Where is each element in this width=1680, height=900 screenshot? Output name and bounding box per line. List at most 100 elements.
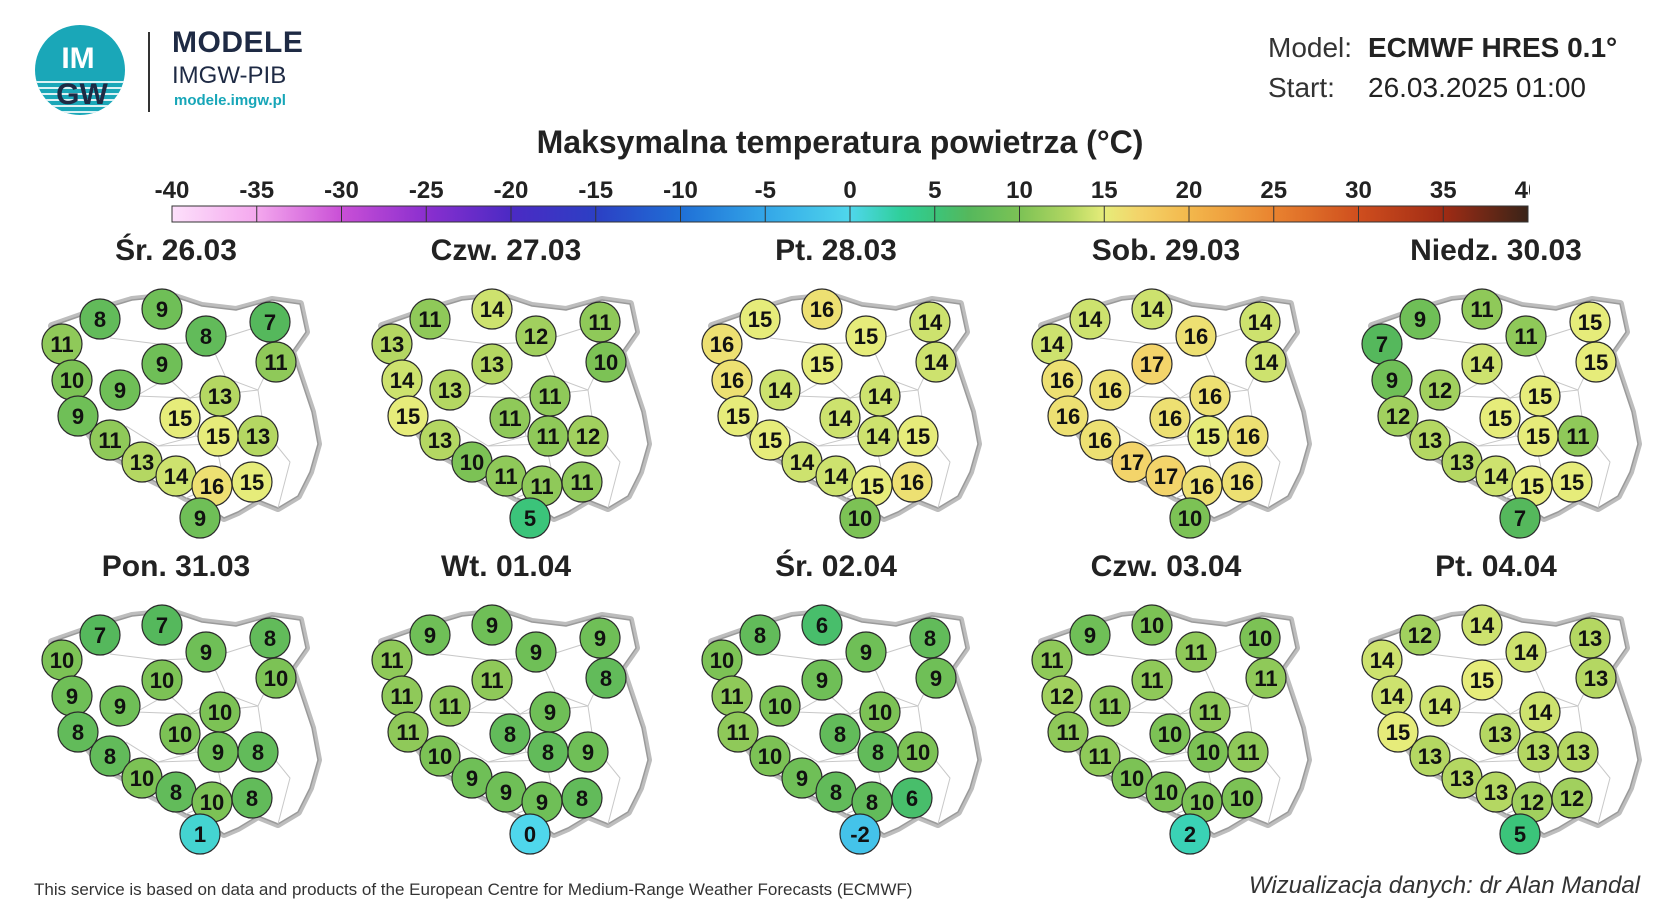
station-circle	[759, 369, 801, 411]
station-marker: 11	[485, 455, 527, 497]
station-marker: 11	[717, 711, 759, 753]
station-marker: 14	[815, 455, 857, 497]
station-marker: 13	[121, 441, 163, 483]
colorbar-tick-label: -15	[578, 177, 613, 204]
region-border	[545, 745, 621, 825]
station-marker: 10	[749, 735, 791, 777]
station-value: 15	[1560, 470, 1584, 495]
panel-date-title: Pon. 31.03	[102, 550, 250, 583]
station-value: 7	[1514, 506, 1526, 531]
country-shadow	[1038, 292, 1312, 522]
station-circle	[185, 631, 227, 673]
region-border	[1529, 643, 1597, 707]
station-circle	[451, 757, 493, 799]
colorbar: -40 -35 -30 -25 -20 -15 -10 -5 0 5 10 15 20 25 30 35 40	[155, 177, 1530, 223]
station-marker: 15	[1461, 659, 1503, 701]
region-border	[1477, 443, 1545, 499]
station-value: 14	[1528, 700, 1553, 725]
region-border	[1445, 395, 1517, 447]
station-value: 13	[438, 378, 462, 403]
station-value: 8	[866, 790, 878, 815]
colorbar-tick-label: 35	[1430, 177, 1457, 204]
station-circle	[249, 617, 291, 659]
station-circle	[1499, 813, 1541, 855]
colorbar-tick-label: 40	[1515, 177, 1530, 204]
station-value: 14	[790, 450, 815, 475]
station-marker: 11	[371, 639, 413, 681]
panel-date-title: Niedz. 30.03	[1410, 234, 1582, 267]
station-marker: 9	[801, 659, 843, 701]
brand-url-link[interactable]: modele.imgw.pl	[174, 92, 286, 109]
station-circle	[1245, 657, 1287, 699]
station-marker: 14	[819, 397, 861, 439]
region-border	[1205, 745, 1281, 825]
station-value: 16	[200, 474, 224, 499]
station-value: 14	[1380, 684, 1405, 709]
station-circle	[57, 711, 99, 753]
station-marker: 8	[489, 713, 531, 755]
station-value: 14	[1470, 613, 1495, 638]
station-circle	[237, 731, 279, 773]
station-marker: 6	[891, 777, 933, 819]
station-value: 11	[1470, 297, 1493, 322]
station-circle	[1557, 731, 1599, 773]
station-value: 8	[576, 786, 588, 811]
station-marker: 17	[1145, 455, 1187, 497]
country-shadow	[1368, 292, 1642, 522]
colorbar-tick-label: -30	[324, 177, 359, 204]
station-value: 11	[418, 307, 441, 332]
station-value: 5	[1514, 822, 1526, 847]
station-value: 12	[576, 424, 600, 449]
station-value: 9	[544, 700, 556, 725]
footer-note: This service is based on data and produc…	[34, 880, 913, 899]
station-circle	[485, 771, 527, 813]
colorbar-tick-label: -35	[239, 177, 274, 204]
country-outline	[51, 611, 319, 835]
station-marker: 15	[845, 315, 887, 357]
region-border	[455, 711, 527, 763]
station-circle	[915, 657, 957, 699]
station-value: 12	[1386, 404, 1410, 429]
panel-date-title: Pt. 04.04	[1435, 550, 1557, 583]
station-circle	[1041, 675, 1083, 717]
region-border	[849, 705, 925, 761]
station-marker: 14	[909, 301, 951, 343]
station-value: 10	[758, 744, 782, 769]
station-circle	[1047, 395, 1089, 437]
station-value: 16	[1098, 378, 1122, 403]
station-value: 8	[200, 324, 212, 349]
country-outline	[51, 295, 319, 519]
station-marker: 7	[79, 614, 121, 656]
station-value: 13	[480, 352, 504, 377]
station-circle	[1479, 397, 1521, 439]
station-circle	[711, 675, 753, 717]
station-value: 14	[164, 464, 189, 489]
station-value: 11	[1514, 324, 1537, 349]
station-marker: 11	[409, 298, 451, 340]
station-value: 16	[720, 368, 744, 393]
country-outline	[711, 295, 979, 519]
station-circle	[1399, 614, 1441, 656]
station-circle	[1575, 341, 1617, 383]
model-label: Model:	[1268, 32, 1353, 63]
station-circle	[409, 298, 451, 340]
station-marker: 10	[191, 781, 233, 823]
station-marker: 11	[521, 465, 563, 507]
station-marker: 10	[255, 657, 297, 699]
station-circle	[155, 455, 197, 497]
station-value: 11	[726, 720, 749, 745]
station-marker: 14	[1475, 455, 1517, 497]
station-value: 11	[1184, 640, 1207, 665]
station-circle	[1239, 617, 1281, 659]
country-shadow	[1368, 608, 1642, 838]
station-marker: 16	[1175, 315, 1217, 357]
station-circle	[1461, 659, 1503, 701]
station-circle	[561, 461, 603, 503]
station-marker: 15	[1575, 341, 1617, 383]
station-circle	[1131, 343, 1173, 385]
station-circle	[197, 415, 239, 457]
region-border	[1429, 653, 1489, 713]
station-marker: 2	[1169, 813, 1211, 855]
station-marker: 13	[1409, 735, 1451, 777]
region-border	[1509, 705, 1585, 761]
